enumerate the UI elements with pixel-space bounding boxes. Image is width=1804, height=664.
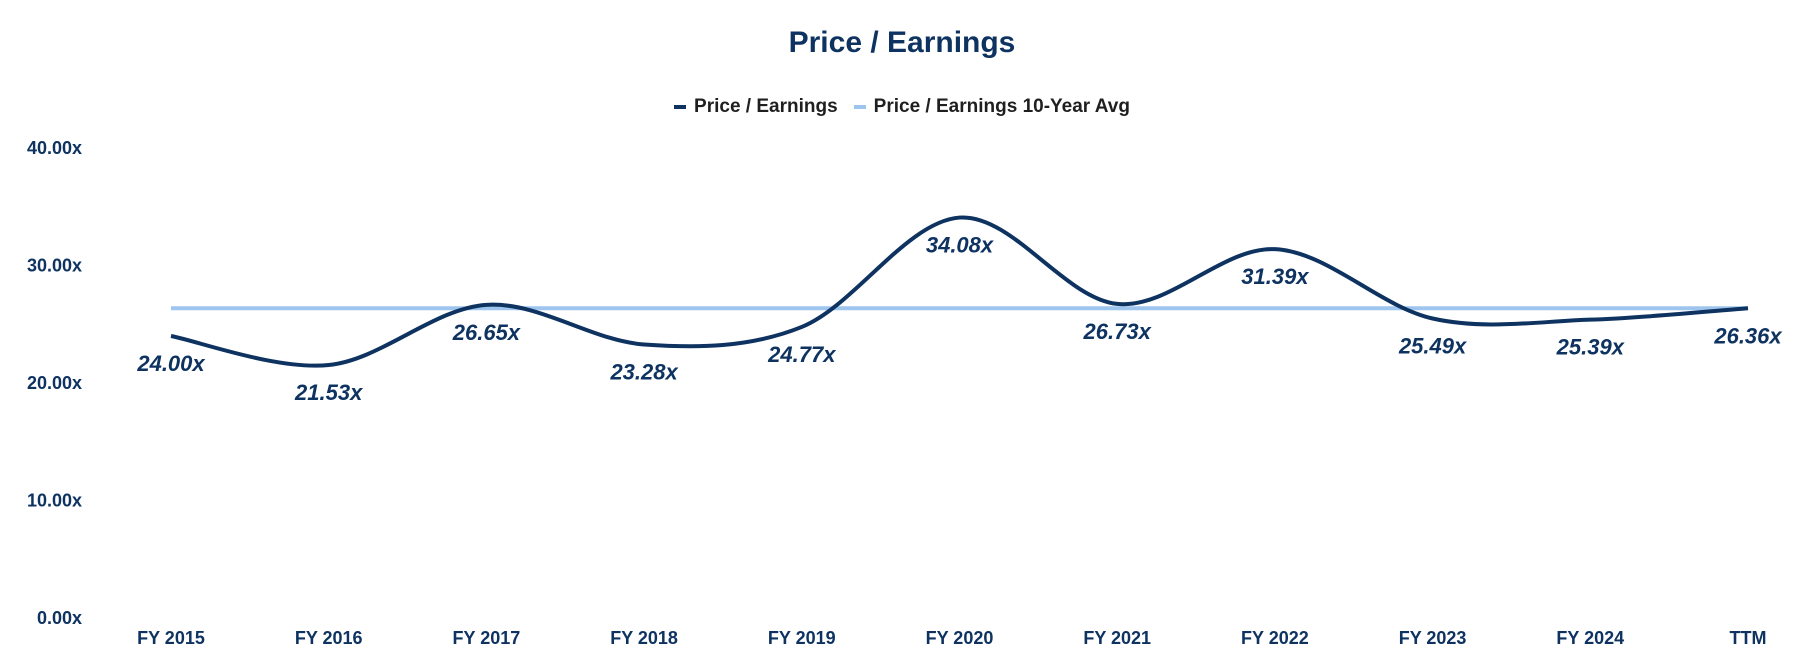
data-label: 25.49x bbox=[1398, 333, 1467, 358]
data-label: 34.08x bbox=[926, 233, 994, 258]
y-tick-label: 40.00x bbox=[27, 138, 82, 158]
data-label: 23.28x bbox=[609, 359, 678, 384]
y-tick-label: 20.00x bbox=[27, 373, 82, 393]
series-line-pe bbox=[170, 215, 1749, 368]
data-label: 25.39x bbox=[1556, 335, 1625, 360]
data-label: 31.39x bbox=[1241, 264, 1309, 289]
x-tick-label: FY 2017 bbox=[453, 628, 521, 648]
x-tick-label: FY 2024 bbox=[1556, 628, 1624, 648]
x-tick-label: FY 2022 bbox=[1241, 628, 1309, 648]
x-tick-label: FY 2018 bbox=[610, 628, 678, 648]
data-label: 26.65x bbox=[452, 320, 521, 345]
legend-swatch-avg bbox=[853, 105, 866, 109]
x-tick-label: FY 2019 bbox=[768, 628, 836, 648]
x-tick-label: FY 2016 bbox=[295, 628, 363, 648]
data-label: 26.36x bbox=[1713, 323, 1782, 348]
x-tick-label: FY 2021 bbox=[1083, 628, 1151, 648]
data-label: 21.53x bbox=[294, 380, 363, 405]
data-label: 24.00x bbox=[136, 351, 205, 376]
x-tick-label: FY 2020 bbox=[926, 628, 994, 648]
legend-label-avg: Price / Earnings 10-Year Avg bbox=[873, 96, 1130, 117]
chart-title: Price / Earnings bbox=[788, 26, 1016, 59]
data-label: 26.73x bbox=[1083, 319, 1152, 344]
y-tick-label: 10.00x bbox=[27, 491, 82, 511]
data-label: 24.77x bbox=[767, 342, 836, 367]
legend-item-pe: Price / Earnings bbox=[674, 96, 838, 118]
legend-swatch-pe bbox=[674, 105, 687, 109]
x-tick-label: FY 2015 bbox=[137, 628, 205, 648]
x-tick-label: FY 2023 bbox=[1399, 628, 1467, 648]
x-tick-label: TTM bbox=[1730, 628, 1767, 648]
legend-item-avg: Price / Earnings 10-Year Avg bbox=[853, 96, 1130, 118]
legend: Price / Earnings Price / Earnings 10-Yea… bbox=[0, 96, 1804, 118]
y-tick-label: 30.00x bbox=[27, 256, 82, 276]
y-tick-label: 0.00x bbox=[37, 608, 82, 628]
legend-label-pe: Price / Earnings bbox=[694, 96, 838, 117]
